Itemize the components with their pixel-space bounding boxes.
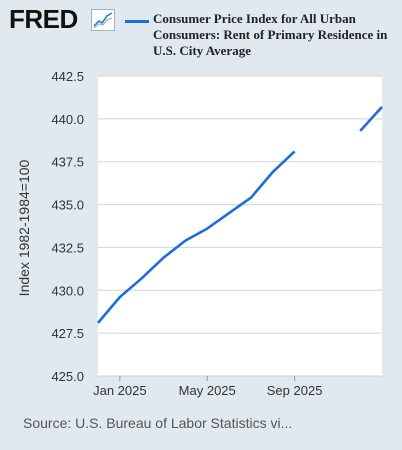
grid-lines (98, 75, 382, 377)
legend-series-name: Consumer Price Index for All Urban Consu… (153, 11, 388, 58)
y-tick-label: 425.0 (51, 369, 84, 384)
series-line[interactable] (97, 150, 296, 324)
y-tick-label: 437.5 (51, 155, 84, 170)
series-line[interactable] (359, 106, 383, 132)
chart-header: FRED Consumer Price Index for All Urban … (0, 0, 402, 68)
y-axis-ticks: 425.0 427.5 430.0 432.5 435.0 437.5 440.0 442.5 (51, 69, 84, 384)
plot-area (98, 76, 382, 376)
y-axis-label: Index 1982-1984=100 (16, 159, 32, 296)
legend-swatch (125, 20, 149, 23)
y-tick-label: 432.5 (51, 240, 84, 255)
source-note[interactable]: Source: U.S. Bureau of Labor Statistics … (23, 415, 293, 431)
y-tick-label: 440.0 (51, 112, 84, 127)
trend-line-icon (91, 9, 115, 31)
fred-logo[interactable]: FRED (9, 4, 78, 34)
y-tick-label: 435.0 (51, 198, 84, 213)
x-tick-label: Jan 2025 (93, 383, 147, 398)
y-tick-label: 427.5 (51, 326, 84, 341)
x-tick-label: May 2025 (179, 383, 236, 398)
series-group (97, 106, 383, 324)
y-tick-label: 430.0 (51, 283, 84, 298)
x-axis-ticks: Jan 2025 May 2025 Sep 2025 (93, 376, 322, 398)
y-tick-label: 442.5 (51, 69, 84, 84)
x-tick-label: Sep 2025 (267, 383, 323, 398)
